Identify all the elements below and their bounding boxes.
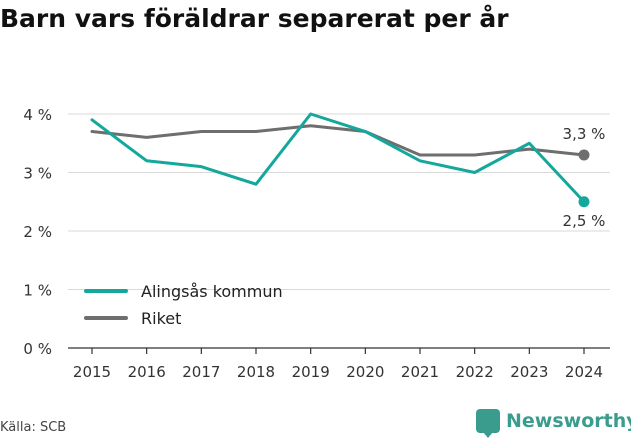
chart-title: Barn vars föräldrar separerat per år	[0, 4, 509, 33]
brand-name: Newsworthy	[506, 410, 631, 432]
end-value-label: 2,5 %	[563, 212, 606, 230]
x-tick-label: 2022	[456, 363, 494, 381]
x-axis: 2015 2016 2017 2018 2019 2020 2021 2022 2023 2024	[68, 347, 610, 381]
x-tick-label: 2016	[128, 363, 166, 381]
end-labels: 2,5 % 3,3 %	[563, 125, 606, 230]
series-line-alingsas	[90, 112, 586, 204]
series-end-point	[578, 196, 590, 208]
y-tick-label: 1 %	[23, 282, 52, 300]
source-label: Källa: SCB	[0, 420, 67, 435]
x-tick-label: 2021	[401, 363, 439, 381]
series-lines	[90, 112, 590, 208]
brand-logo: Newsworthy	[476, 409, 631, 438]
y-tick-label: 4 %	[23, 106, 52, 124]
x-tick-label: 2020	[346, 363, 384, 381]
y-tick-label: 0 %	[23, 340, 52, 358]
x-tick-label: 2017	[182, 363, 220, 381]
bar-chart-bubble-icon	[476, 409, 500, 438]
series-end-point	[578, 149, 590, 161]
y-tick-label: 3 %	[23, 165, 52, 183]
grid-lines	[68, 113, 610, 290]
legend-label: Alingsås kommun	[141, 282, 283, 301]
x-tick-label: 2019	[292, 363, 330, 381]
legend-label: Riket	[141, 309, 181, 328]
x-tick-label: 2018	[237, 363, 275, 381]
x-tick-label: 2015	[73, 363, 111, 381]
y-tick-label: 2 %	[23, 223, 52, 241]
y-tick-labels: 0 % 1 % 2 % 3 % 4 %	[23, 106, 52, 358]
end-value-label: 3,3 %	[563, 125, 606, 143]
x-tick-label: 2024	[565, 363, 603, 381]
series-line-riket	[90, 124, 586, 157]
legend: Alingsås kommun Riket	[84, 282, 283, 328]
x-tick-label: 2023	[510, 363, 548, 381]
